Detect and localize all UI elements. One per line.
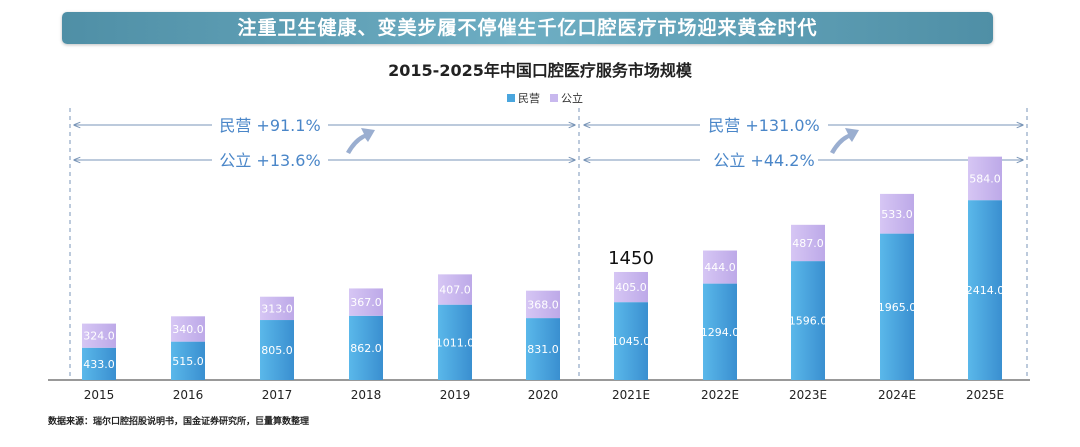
x-tick-label-2016: 2016 xyxy=(173,388,204,402)
x-tick-label-2021E: 2021E xyxy=(612,388,650,402)
growth-label-public-1: 公立 +13.6% xyxy=(219,151,320,170)
data-label-public-2018: 367.0 xyxy=(350,296,382,309)
legend-item-private: 民营 xyxy=(507,90,540,106)
data-label-private-2017: 805.0 xyxy=(261,344,293,357)
bar-private-2017 xyxy=(260,320,294,380)
data-label-private-2015: 433.0 xyxy=(83,358,115,371)
growth-label-private-2: 民营 +131.0% xyxy=(708,116,820,135)
data-label-private-2024E: 1965.0 xyxy=(878,301,917,314)
data-label-public-2017: 313.0 xyxy=(261,302,293,315)
data-label-private-2018: 862.0 xyxy=(350,342,382,355)
bar-public-2025E xyxy=(968,156,1002,201)
x-tick-label-2024E: 2024E xyxy=(878,388,916,402)
x-tick-label-2017: 2017 xyxy=(262,388,293,402)
bar-public-2023E xyxy=(791,224,825,262)
bar-private-2023E xyxy=(791,261,825,380)
legend-swatch-private xyxy=(507,94,515,102)
data-label-public-2021E: 405.0 xyxy=(615,281,647,294)
chart-title: 2015-2025年中国口腔医疗服务市场规模 xyxy=(388,61,692,80)
legend-swatch-public xyxy=(550,94,558,102)
data-label-private-2023E: 1596.0 xyxy=(789,315,828,328)
data-label-public-2022E: 444.0 xyxy=(704,261,736,274)
data-label-public-2015: 324.0 xyxy=(83,330,115,343)
data-label-private-2016: 515.0 xyxy=(172,355,204,368)
bar-private-2024E xyxy=(880,233,914,380)
trend-arrow-icon-1 xyxy=(346,128,375,154)
total-annotation-2021E: 1450 xyxy=(608,248,654,269)
bar-public-2024E xyxy=(880,193,914,234)
x-tick-label-2025E: 2025E xyxy=(966,388,1004,402)
bar-private-2025E xyxy=(968,200,1002,380)
growth-label-public-2: 公立 +44.2% xyxy=(713,151,814,170)
bar-public-2022E xyxy=(703,250,737,284)
bar-private-2021E xyxy=(614,302,648,380)
bar-private-2019 xyxy=(438,304,472,380)
headline-banner: 注重卫生健康、变美步履不停催生千亿口腔医疗市场迎来黄金时代 xyxy=(62,12,993,44)
data-label-public-2025E: 584.0 xyxy=(969,172,1001,185)
data-label-private-2019: 1011.0 xyxy=(436,336,475,349)
x-tick-label-2015: 2015 xyxy=(84,388,115,402)
bar-public-2020 xyxy=(526,290,560,319)
bar-private-2022E xyxy=(703,283,737,380)
bar-public-2019 xyxy=(438,274,472,305)
x-tick-label-2019: 2019 xyxy=(440,388,471,402)
bar-private-2018 xyxy=(349,315,383,380)
source-note: 数据来源：瑞尔口腔招股说明书，国金证券研究所，巨量算数整理 xyxy=(48,417,310,427)
data-label-private-2022E: 1294.0 xyxy=(701,326,740,339)
bar-public-2018 xyxy=(349,288,383,316)
growth-label-private-1: 民营 +91.1% xyxy=(219,116,320,135)
bar-private-2016 xyxy=(171,341,205,380)
data-label-public-2019: 407.0 xyxy=(439,284,471,297)
x-tick-label-2020: 2020 xyxy=(528,388,559,402)
data-label-public-2016: 340.0 xyxy=(172,323,204,336)
bar-public-2016 xyxy=(171,316,205,342)
data-label-private-2025E: 2414.0 xyxy=(966,284,1005,297)
trend-arrow-icon-2 xyxy=(830,128,859,154)
data-label-private-2021E: 1045.0 xyxy=(612,335,651,348)
bar-public-2017 xyxy=(260,296,294,321)
bar-public-2021E xyxy=(614,271,648,303)
bar-private-2015 xyxy=(82,347,116,380)
data-label-public-2020: 368.0 xyxy=(527,298,559,311)
bar-private-2020 xyxy=(526,318,560,380)
x-tick-label-2018: 2018 xyxy=(351,388,382,402)
data-label-public-2024E: 533.0 xyxy=(881,208,913,221)
legend-label-private: 民营 xyxy=(518,92,540,105)
data-label-public-2023E: 487.0 xyxy=(792,237,824,250)
x-tick-label-2023E: 2023E xyxy=(789,388,827,402)
legend-item-public: 公立 xyxy=(550,90,583,106)
x-tick-label-2022E: 2022E xyxy=(701,388,739,402)
legend-label-public: 公立 xyxy=(561,92,583,105)
data-label-private-2020: 831.0 xyxy=(527,343,559,356)
legend: 民营 公立 xyxy=(507,90,583,106)
bar-public-2015 xyxy=(82,323,116,348)
